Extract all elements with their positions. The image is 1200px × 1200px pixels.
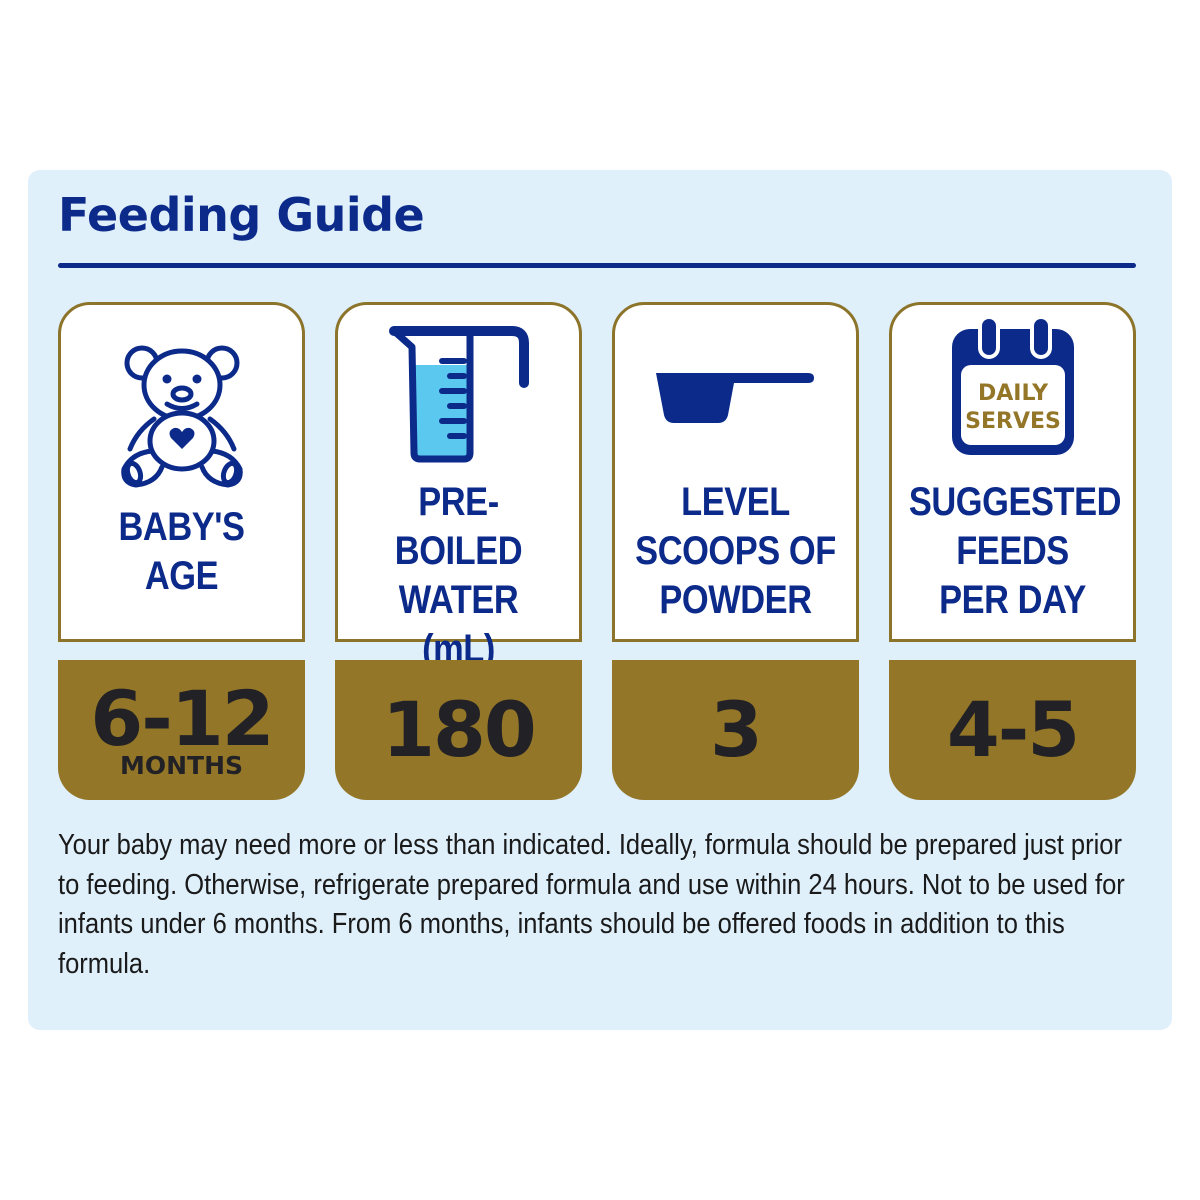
card-value: 180 <box>335 660 582 800</box>
scoop-icon <box>615 371 856 511</box>
card-value: 3 <box>612 660 859 800</box>
card-value: 4-5 <box>889 660 1136 800</box>
svg-text:SERVES: SERVES <box>965 409 1061 434</box>
card-header: DAILY SERVES SUGGESTED FEEDS PER DAY <box>889 302 1136 642</box>
card-header: PRE-BOILED WATER (mL) <box>335 302 582 671</box>
measuring-jug-icon <box>338 325 579 465</box>
teddy-bear-icon <box>61 341 302 488</box>
card-label: LEVEL SCOOPS OF POWDER <box>635 480 836 622</box>
card-header: LEVEL SCOOPS OF POWDER <box>612 302 859 642</box>
card-header: BABY'S AGE <box>58 302 305 642</box>
svg-text:DAILY: DAILY <box>978 381 1049 406</box>
value-number: 180 <box>382 685 537 774</box>
feeding-note: Your baby may need more or less than ind… <box>58 829 1125 980</box>
value-number: 4-5 <box>946 685 1080 774</box>
title-divider <box>58 263 1136 268</box>
card-label: SUGGESTED FEEDS PER DAY <box>908 480 1122 622</box>
calendar-icon: DAILY SERVES <box>892 317 1133 457</box>
page-title: Feeding Guide <box>58 188 425 242</box>
value-number: 6-12 <box>90 674 274 763</box>
feeding-guide-panel: Feeding Guide <box>28 170 1172 1030</box>
value-number: 3 <box>710 685 763 774</box>
card-label: BABY'S AGE <box>118 505 245 598</box>
value-unit: MONTHS <box>119 751 244 780</box>
card-value: 6-12 MONTHS <box>58 660 305 800</box>
card-label: PRE-BOILED WATER (mL) <box>394 480 523 671</box>
